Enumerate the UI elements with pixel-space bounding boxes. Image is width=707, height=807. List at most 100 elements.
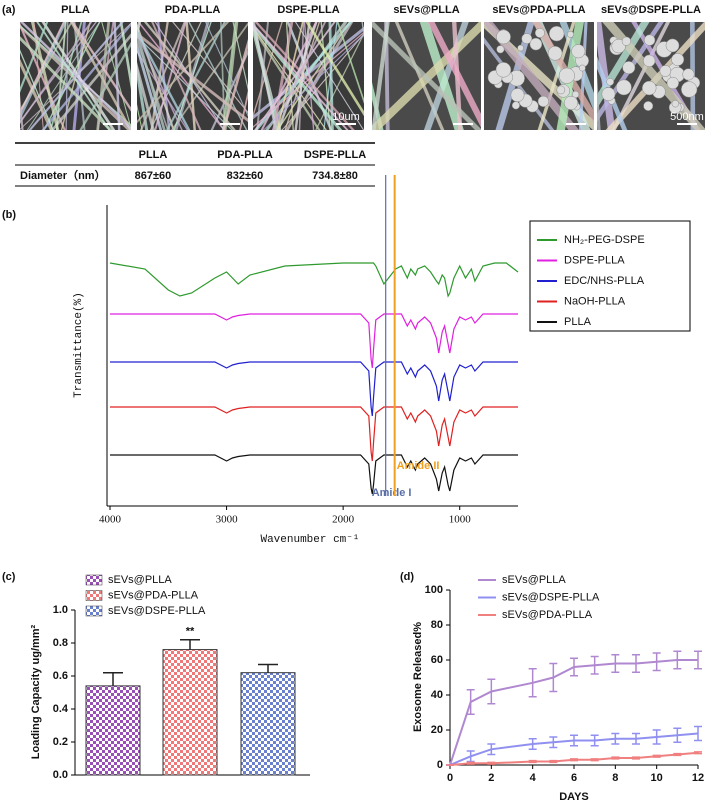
y-tick-label: 0.4	[53, 703, 69, 715]
fiber	[1, 17, 10, 135]
spectrum	[110, 313, 518, 369]
vesicle	[537, 95, 549, 107]
fiber	[188, 22, 248, 130]
image-title: DSPE-PLLA	[277, 4, 339, 16]
fiber	[372, 22, 390, 130]
y-tick-label: 80	[431, 619, 443, 631]
fiber	[70, 22, 131, 112]
y-tick-label: 20	[431, 724, 443, 736]
legend-label: EDC/NHS-PLLA	[564, 275, 645, 287]
fiber	[36, 22, 111, 130]
vesicle	[517, 44, 524, 52]
fibers	[484, 22, 594, 130]
fiber	[222, 22, 237, 130]
legend-label: NH₂-PEG-DSPE	[564, 234, 645, 246]
error-bar	[590, 655, 599, 675]
fiber	[50, 33, 131, 130]
image-title: sEVs@DSPE-PLLA	[601, 4, 701, 16]
image-title: sEVs@PDA-PLLA	[492, 4, 585, 16]
fiber	[578, 22, 588, 130]
x-tick-label: 2	[488, 772, 494, 784]
fiber	[151, 22, 202, 130]
annotation-text: Amide I	[372, 487, 412, 499]
legend-label: sEVs@PLLA	[108, 574, 172, 586]
error-bar	[590, 758, 599, 762]
error-bar	[528, 738, 537, 750]
y-tick-label: 0.6	[53, 670, 68, 682]
legend-label: sEVs@PDA-PLLA	[502, 609, 593, 621]
legend-swatch	[85, 590, 103, 601]
error-bar	[590, 734, 599, 747]
y-axis-label: Loading Capacity ug/mm²	[30, 624, 42, 759]
fiber	[254, 22, 355, 130]
fiber	[20, 22, 49, 93]
vesicle	[622, 61, 636, 75]
release-line	[449, 732, 699, 766]
fiber	[419, 22, 464, 130]
error-bar	[549, 736, 558, 749]
fiber	[427, 22, 481, 128]
error-bar	[632, 732, 640, 745]
x-tick-label: 1000	[449, 514, 472, 526]
panel-label: (c)	[2, 571, 16, 583]
vesicle	[567, 31, 574, 38]
fiber	[260, 22, 318, 130]
fiber	[20, 36, 113, 130]
scale-label: 500nm	[670, 111, 704, 123]
y-tick-label: 0.2	[53, 736, 68, 748]
error-bar	[611, 654, 620, 673]
sem-image	[597, 22, 705, 130]
fiber	[154, 22, 225, 130]
fiber	[253, 26, 327, 130]
bar	[162, 649, 218, 776]
fiber	[315, 32, 364, 130]
vesicle	[601, 87, 616, 102]
fiber	[372, 22, 481, 130]
vesicle	[511, 101, 520, 110]
fiber	[210, 49, 248, 130]
fiber	[328, 22, 334, 130]
scale-label: 10um	[332, 111, 360, 123]
vesicle	[496, 29, 511, 45]
vesicle	[659, 65, 672, 77]
fiber	[294, 22, 364, 130]
table-header: PLLA	[139, 149, 168, 161]
error-bar	[466, 689, 475, 715]
panel-label: (a)	[2, 4, 16, 16]
fiber	[41, 22, 131, 130]
legend-label: NaOH-PLLA	[564, 295, 626, 307]
fiber	[253, 22, 278, 130]
panel-label: (b)	[2, 209, 16, 221]
vesicle	[621, 36, 631, 46]
x-tick-label: 6	[571, 772, 577, 784]
legend-label: sEVs@PLLA	[502, 574, 566, 586]
error-bar	[694, 751, 702, 755]
sem-image	[253, 22, 364, 130]
image-title: PDA-PLLA	[165, 4, 221, 16]
vesicle	[571, 44, 586, 59]
spectrum	[110, 454, 518, 495]
sem-image	[372, 22, 481, 130]
fiber	[271, 22, 327, 130]
fiber	[113, 22, 121, 130]
error-bar	[652, 652, 661, 672]
panel-label: (d)	[400, 571, 414, 583]
x-tick-label: 4000	[99, 514, 122, 526]
error-bar	[487, 678, 496, 705]
vesicle	[534, 27, 545, 38]
vesicle	[521, 33, 533, 44]
error-bar	[549, 662, 558, 693]
fiber	[137, 29, 191, 130]
error-bar	[487, 761, 496, 765]
fiber	[65, 22, 69, 130]
error-bar	[570, 657, 578, 677]
error-bar	[180, 638, 200, 650]
image-title: sEVs@PLLA	[393, 4, 459, 16]
error-bar	[652, 729, 661, 745]
fiber	[26, 22, 101, 130]
vesicle	[615, 79, 632, 96]
legend-label: sEVs@DSPE-PLLA	[502, 591, 600, 603]
vesicle	[671, 100, 680, 108]
legend-label: DSPE-PLLA	[564, 254, 625, 266]
fiber	[55, 22, 67, 130]
